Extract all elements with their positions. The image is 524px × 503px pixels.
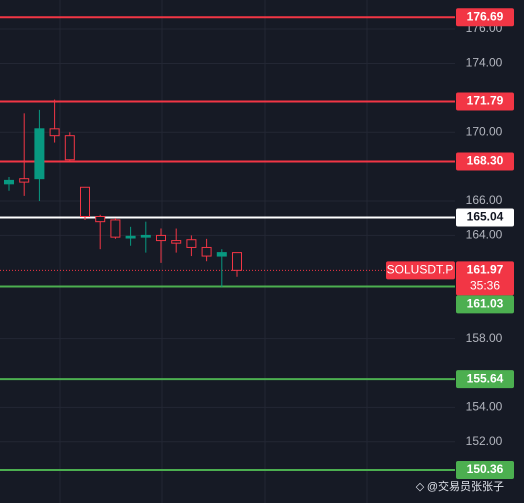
level-label: 171.79 xyxy=(467,94,504,108)
y-tick-label: 154.00 xyxy=(466,400,503,414)
level-label: 150.36 xyxy=(467,462,504,476)
y-tick-label: 174.00 xyxy=(466,56,503,70)
candle-body xyxy=(110,219,121,238)
symbol-label: SOLUSDT.P xyxy=(387,263,454,277)
y-tick-label: 158.00 xyxy=(466,331,503,345)
level-box xyxy=(456,152,514,171)
candle-body xyxy=(95,216,106,223)
candle-body xyxy=(216,252,227,257)
symbol-box xyxy=(386,261,455,280)
level-box xyxy=(456,295,514,314)
level-box xyxy=(456,8,514,27)
candle-body xyxy=(125,235,136,239)
watermark: @交易员张张子 xyxy=(427,479,504,493)
level-label: 155.64 xyxy=(467,371,504,385)
candle-body xyxy=(186,239,197,248)
plot: 176.00174.00170.00166.00164.00158.00154.… xyxy=(0,8,514,479)
candle-body xyxy=(156,234,166,242)
level-box xyxy=(456,208,514,227)
level-label: 168.30 xyxy=(467,154,504,168)
last-price-label: 161.97 xyxy=(467,263,504,277)
level-box xyxy=(456,460,514,479)
level-label: 165.04 xyxy=(467,210,504,224)
candle-body xyxy=(171,240,182,244)
candle-body xyxy=(201,246,212,257)
price-box xyxy=(456,261,514,296)
candle-body xyxy=(19,178,30,183)
level-box xyxy=(456,370,514,389)
level-label: 176.69 xyxy=(467,9,504,23)
candle-body xyxy=(140,234,151,238)
y-tick-label: 170.00 xyxy=(466,124,503,138)
candle-body xyxy=(64,135,75,161)
candle-body xyxy=(34,128,45,180)
y-tick-label: 152.00 xyxy=(466,434,503,448)
candle-body xyxy=(232,252,242,271)
y-tick-label: 164.00 xyxy=(466,228,503,242)
candle-body xyxy=(4,179,14,185)
level-label: 161.03 xyxy=(467,297,504,311)
level-box xyxy=(456,92,514,111)
candle-body xyxy=(49,128,60,137)
countdown-label: 35:36 xyxy=(470,279,500,293)
watermark-icon: ◇ xyxy=(416,481,425,493)
y-tick-label: 166.00 xyxy=(466,193,503,207)
candle-body xyxy=(80,186,90,218)
